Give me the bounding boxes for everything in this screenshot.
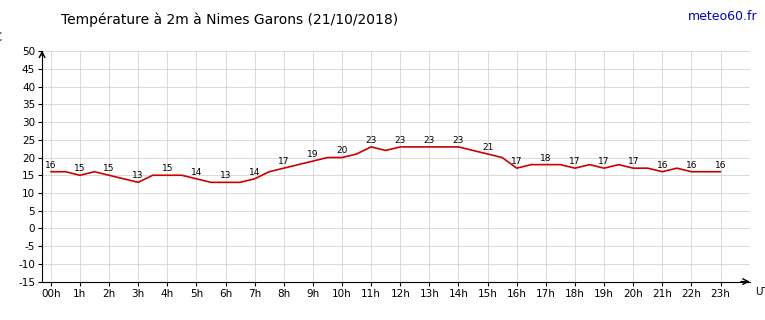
Text: Température à 2m à Nimes Garons (21/10/2018): Température à 2m à Nimes Garons (21/10/2… [61,13,399,27]
Text: 23: 23 [424,136,435,145]
Text: 21: 21 [482,143,493,152]
Text: °C: °C [0,31,3,44]
Text: 20: 20 [337,147,348,156]
Text: 17: 17 [598,157,610,166]
Text: 16: 16 [685,161,697,170]
Text: 16: 16 [715,161,726,170]
Text: 15: 15 [103,164,115,173]
Text: 13: 13 [132,171,144,180]
Text: 17: 17 [569,157,581,166]
Text: 15: 15 [161,164,173,173]
Text: 14: 14 [249,168,260,177]
Text: 17: 17 [278,157,289,166]
Text: meteo60.fr: meteo60.fr [688,10,757,23]
Text: 18: 18 [540,154,552,163]
Text: 14: 14 [190,168,202,177]
Text: 13: 13 [220,171,231,180]
Text: 19: 19 [307,150,319,159]
Text: UTC: UTC [756,287,765,297]
Text: 23: 23 [395,136,406,145]
Text: 23: 23 [453,136,464,145]
Text: 17: 17 [627,157,639,166]
Text: 15: 15 [74,164,86,173]
Text: 16: 16 [656,161,668,170]
Text: 17: 17 [511,157,522,166]
Text: 23: 23 [366,136,377,145]
Text: 16: 16 [45,161,57,170]
